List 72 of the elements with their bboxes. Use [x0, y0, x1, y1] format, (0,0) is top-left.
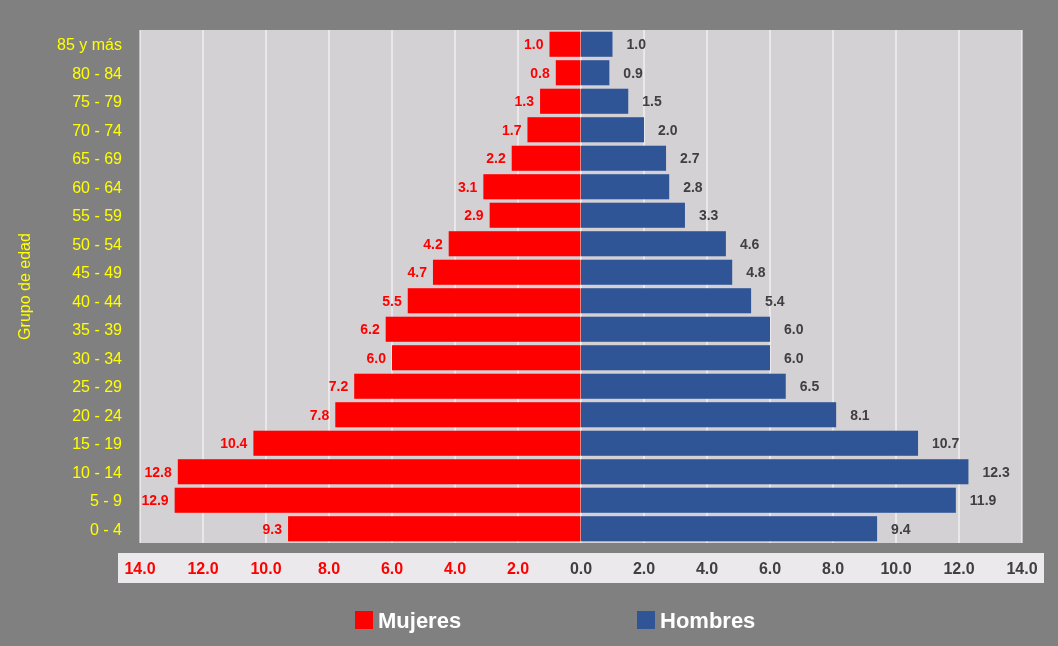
y-tick-label: 45 - 49: [72, 264, 123, 282]
data-label: 10.4: [220, 435, 248, 452]
y-tick-label: 70 - 74: [72, 121, 123, 139]
y-tick-label: 65 - 69: [72, 150, 123, 168]
legend-label: Hombres: [660, 608, 756, 633]
data-label: 7.2: [328, 378, 349, 395]
x-tick-label: 2.0: [506, 560, 530, 577]
data-label: 7.8: [309, 406, 330, 423]
data-label: 4.6: [739, 235, 760, 252]
data-label: 2.9: [464, 207, 484, 224]
y-tick-label: 55 - 59: [72, 207, 123, 225]
x-tick-label: 14.0: [124, 560, 156, 577]
data-label: 2.0: [658, 121, 678, 138]
data-label: 5.4: [765, 292, 785, 309]
y-tick-label: 75 - 79: [72, 93, 123, 111]
data-label: 0.9: [623, 64, 644, 81]
y-tick-label: 40 - 44: [72, 292, 123, 310]
data-label: 6.0: [366, 349, 387, 366]
data-label: 4.8: [746, 264, 766, 281]
data-label: 1.0: [524, 36, 544, 53]
y-tick-label: 10 - 14: [72, 463, 123, 481]
data-label: 10.7: [932, 435, 960, 452]
x-tick-label: 14.0: [1006, 560, 1038, 577]
data-label: 9.3: [262, 520, 283, 537]
data-label: 4.2: [423, 235, 443, 252]
data-label: 1.3: [514, 93, 535, 110]
y-tick-label: 85 y más: [57, 36, 122, 54]
data-label: 12.8: [144, 463, 173, 480]
x-tick-label: 8.0: [317, 560, 341, 577]
data-label: 6.0: [784, 349, 804, 366]
legend-label: Mujeres: [378, 608, 462, 633]
data-label: 2.8: [683, 178, 703, 195]
data-label: 2.2: [486, 150, 506, 167]
data-label: 8.1: [850, 406, 870, 423]
data-label: 3.3: [698, 207, 719, 224]
x-tick-label: 12.0: [943, 560, 975, 577]
y-tick-label: 20 - 24: [72, 406, 123, 424]
x-tick-label: 0.0: [569, 560, 593, 577]
y-tick-label: 15 - 19: [72, 435, 123, 453]
y-tick-label: 5 - 9: [89, 492, 123, 510]
data-label: 4.7: [407, 264, 428, 281]
x-tick-label: 10.0: [250, 560, 282, 577]
data-label: 1.7: [501, 121, 522, 138]
y-tick-label: 30 - 34: [72, 349, 123, 367]
x-tick-label: 12.0: [187, 560, 219, 577]
data-label: 6.0: [784, 321, 804, 338]
y-axis-title: Grupo de edad: [16, 233, 33, 340]
x-tick-label: 6.0: [380, 560, 404, 577]
x-tick-label: 4.0: [443, 560, 467, 577]
x-tick-label: 4.0: [695, 560, 719, 577]
x-tick-label: 6.0: [758, 560, 782, 577]
data-label: 6.5: [799, 378, 820, 395]
y-tick-label: 60 - 64: [72, 178, 123, 196]
data-label: 11.9: [969, 492, 997, 509]
data-label: 12.9: [141, 492, 169, 509]
data-label: 6.2: [360, 321, 380, 338]
y-tick-label: 0 - 4: [89, 520, 123, 538]
y-tick-label: 80 - 84: [72, 64, 123, 82]
x-tick-label: 10.0: [880, 560, 912, 577]
x-tick-label: 8.0: [821, 560, 845, 577]
data-label: 5.5: [382, 292, 402, 309]
y-tick-label: 25 - 29: [72, 378, 123, 396]
y-tick-label: 35 - 39: [72, 321, 123, 339]
data-label: 1.5: [642, 93, 662, 110]
x-tick-label: 2.0: [632, 560, 656, 577]
data-label: 0.8: [530, 64, 551, 81]
data-label: 12.3: [982, 463, 1010, 480]
data-label: 2.7: [680, 150, 700, 167]
data-label: 1.0: [626, 36, 647, 53]
data-label: 3.1: [457, 178, 478, 195]
y-tick-label: 50 - 54: [72, 235, 123, 253]
data-label: 9.4: [891, 520, 911, 537]
